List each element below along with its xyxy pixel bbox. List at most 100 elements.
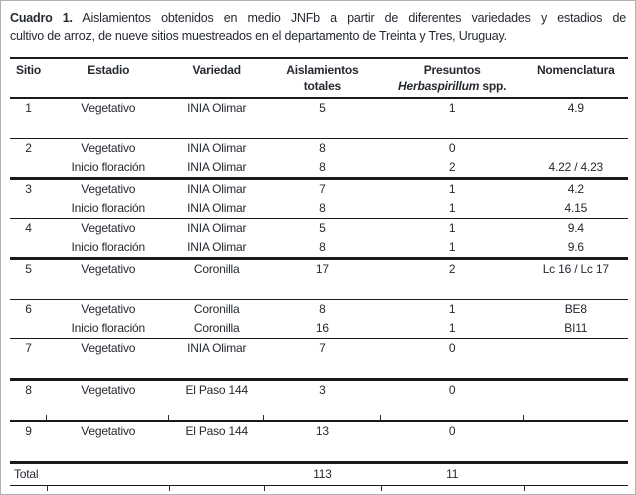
empty-cell <box>47 118 170 139</box>
cell-sitio: 2 <box>25 141 32 155</box>
cell-nomenclatura: 9.4 <box>567 221 584 235</box>
cell-nomenclatura: BE8 <box>564 302 587 316</box>
empty-cell <box>523 358 628 381</box>
cell-variedad: INIA Olimar <box>169 158 264 180</box>
cell-nomenclatura <box>524 380 628 401</box>
empty-cell <box>168 400 264 422</box>
col-header-nomenclatura: Nomenclatura <box>523 58 628 99</box>
col-header-aislamientos-totales: Aislamientos totales <box>263 58 381 99</box>
cell-estadio: Inicio floración <box>47 238 170 260</box>
site-row: 5 Vegetativo Coronilla 17 2 Lc 16 / Lc 17 <box>10 259 628 280</box>
filler-row <box>10 358 628 381</box>
cell-totales: 7 <box>319 341 326 355</box>
cell-estadio: Vegetativo <box>81 141 136 155</box>
column-boundary-tick <box>523 486 525 491</box>
cell-variedad: INIA Olimar <box>169 199 264 219</box>
genus-name-italic: Herbaspirillum <box>398 79 480 93</box>
site-row: 7 Vegetativo INIA Olimar 7 0 <box>10 339 628 359</box>
empty-cell <box>523 441 628 464</box>
cell-sitio <box>10 238 48 260</box>
col-header-estadio: Estadio <box>47 58 170 99</box>
empty-cell <box>380 358 524 381</box>
total-aislamientos: 113 <box>313 467 332 481</box>
cell-totales: 8 <box>263 238 381 260</box>
cell-estadio: Vegetativo <box>81 424 136 438</box>
empty-cell <box>263 441 381 464</box>
cell-estadio: Vegetativo <box>81 341 136 355</box>
filler-row <box>10 279 628 300</box>
table-header: Sitio Estadio Variedad Aislamientos tota… <box>10 58 628 99</box>
site-row: 3 Vegetativo INIA Olimar 7 1 4.2 <box>10 179 628 200</box>
site-row: Inicio floración INIA Olimar 8 1 4.15 <box>10 199 628 219</box>
cell-sitio <box>10 199 48 219</box>
caption-line-1: Cuadro 1. Aislamientos obtenidos en medi… <box>10 9 626 27</box>
cell-variedad: El Paso 144 <box>185 383 248 397</box>
cell-totales: 16 <box>263 319 381 339</box>
empty-cell <box>169 279 264 300</box>
empty-cell <box>169 118 264 139</box>
cell-sitio: 5 <box>25 262 32 276</box>
bottom-ticks <box>10 486 628 492</box>
filler-row <box>10 400 628 422</box>
empty-cell <box>10 279 48 300</box>
empty-cell <box>380 441 524 464</box>
cell-totales: 13 <box>315 424 329 438</box>
empty-cell <box>263 279 381 300</box>
cell-totales: 8 <box>319 141 326 155</box>
column-boundary-tick <box>263 486 265 491</box>
empty-cell <box>10 400 48 422</box>
cell-variedad: Coronilla <box>193 302 240 316</box>
table-caption: Cuadro 1. Aislamientos obtenidos en medi… <box>10 9 626 45</box>
cell-estadio: Vegetativo <box>81 221 136 235</box>
cell-estadio: Vegetativo <box>81 101 136 115</box>
empty-cell <box>10 358 48 381</box>
total-presuntos: 11 <box>446 467 459 481</box>
empty-cell <box>380 118 524 139</box>
table-footer: Total 113 11 <box>10 463 628 486</box>
cell-nomenclatura <box>524 139 628 159</box>
cell-sitio: 7 <box>25 341 32 355</box>
empty-cell <box>47 463 169 486</box>
cell-presuntos: 1 <box>380 238 524 260</box>
empty-cell <box>46 400 170 422</box>
empty-cell <box>263 358 381 381</box>
cell-variedad: INIA Olimar <box>187 141 247 155</box>
cell-totales: 5 <box>319 221 326 235</box>
cell-sitio: 3 <box>25 182 32 196</box>
column-boundary-tick <box>46 486 48 491</box>
cell-totales: 5 <box>319 101 326 115</box>
site-row: Inicio floración Coronilla 16 1 BI11 <box>10 319 628 339</box>
cell-estadio: Vegetativo <box>81 262 136 276</box>
caption-label: Cuadro 1. <box>10 11 73 25</box>
empty-cell <box>169 463 264 486</box>
empty-cell <box>380 279 524 300</box>
cell-totales: 7 <box>319 182 326 196</box>
empty-cell <box>379 400 524 422</box>
empty-cell <box>523 279 628 300</box>
cell-presuntos: 0 <box>448 141 456 155</box>
cell-presuntos: 1 <box>380 319 524 339</box>
empty-cell <box>263 118 381 139</box>
col-header-presuntos-herbaspirillum: Presuntos Herbaspirillum spp. <box>380 58 524 99</box>
site-row: 6 Vegetativo Coronilla 8 1 BE8 <box>10 300 628 320</box>
cell-totales: 17 <box>315 262 329 276</box>
cell-totales: 8 <box>263 158 381 180</box>
site-row: Inicio floración INIA Olimar 8 1 9.6 <box>10 238 628 260</box>
site-row: Inicio floración INIA Olimar 8 2 4.22 / 4.23 <box>10 158 628 180</box>
cell-nomenclatura: 9.6 <box>523 238 628 260</box>
empty-cell <box>522 400 628 422</box>
empty-cell <box>523 118 628 139</box>
empty-cell <box>47 279 170 300</box>
empty-cell <box>10 441 48 464</box>
cell-estadio: Inicio floración <box>47 199 170 219</box>
cell-presuntos: 2 <box>380 158 524 180</box>
cell-sitio <box>10 158 48 180</box>
cell-presuntos: 1 <box>380 199 524 219</box>
cell-estadio: Vegetativo <box>81 302 136 316</box>
empty-cell <box>169 441 264 464</box>
total-label: Total <box>14 467 39 481</box>
empty-cell <box>47 358 170 381</box>
caption-line-1-text: Aislamientos obtenidos en medio JNFb a p… <box>72 11 626 25</box>
header-row: Sitio Estadio Variedad Aislamientos tota… <box>10 58 628 99</box>
